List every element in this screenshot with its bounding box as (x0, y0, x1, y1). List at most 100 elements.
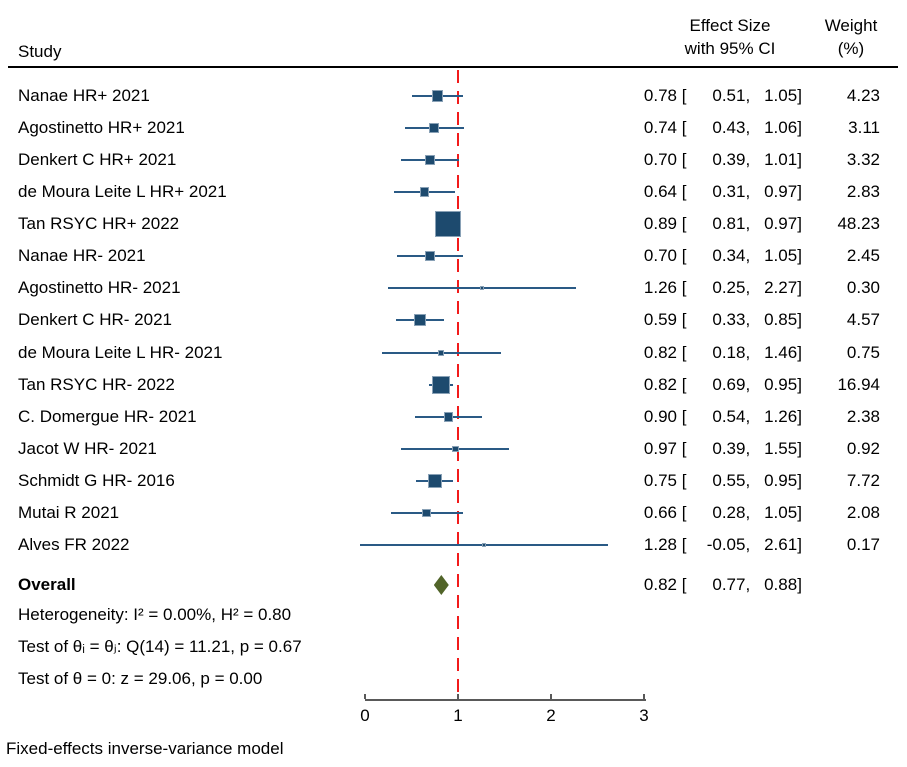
stat-line: Test of θ = 0: z = 29.06, p = 0.00 (18, 669, 263, 688)
ci-high-value: 1.05 (764, 503, 798, 522)
header-divider-line (8, 66, 898, 68)
effect-ci-text: 0.90 [0.54, 1.26] (630, 406, 802, 428)
ci-close-bracket: ] (797, 575, 802, 594)
study-row: Denkert C HR- 2021 0.59 [0.33, 0.85] 4.57 (0, 304, 907, 336)
ci-open-bracket: [ (677, 503, 687, 522)
ci-low-value: 0.77 (712, 575, 746, 594)
ci-low-value: 0.25 (712, 278, 746, 297)
ci-open-bracket: [ (677, 214, 687, 233)
ci-comma: , (745, 182, 751, 201)
x-axis-tick-label: 3 (639, 706, 649, 725)
ci-open-bracket: [ (677, 471, 687, 490)
ci-comma: , (745, 150, 751, 169)
ci-comma: , (745, 310, 751, 329)
weight-value: 3.11 (848, 118, 880, 137)
x-axis-tick (550, 694, 552, 699)
ci-close-bracket: ] (797, 278, 802, 297)
effect-value: 0.90 (643, 407, 677, 426)
effect-size-column-header: Effect Size with 95% CI (650, 14, 810, 60)
ci-high-value: 1.06 (764, 118, 798, 137)
weight-header-line1: Weight (824, 16, 878, 35)
ci-open-bracket: [ (677, 375, 687, 394)
ci-low-value: 0.28 (712, 503, 746, 522)
ci-high-value: 0.95 (764, 471, 798, 490)
weight-value: 4.23 (846, 86, 880, 105)
weight-value: 0.92 (846, 439, 880, 458)
stat-line: Heterogeneity: I² = 0.00%, H² = 0.80 (18, 605, 292, 624)
ci-high-value: 0.95 (764, 375, 798, 394)
ci-close-bracket: ] (797, 535, 802, 554)
effect-value: 0.70 (643, 150, 677, 169)
weight-value: 3.32 (846, 150, 880, 169)
study-label: Alves FR 2022 (18, 535, 130, 554)
ci-comma: , (745, 503, 751, 522)
effect-square-marker (438, 349, 445, 357)
ci-high-value: 0.85 (764, 310, 798, 329)
weight-value: 2.38 (846, 407, 880, 426)
effect-value: 0.97 (643, 439, 677, 458)
effect-value: 0.82 (643, 375, 677, 394)
ci-comma: , (745, 343, 751, 362)
study-row: Nanae HR- 2021 0.70 [0.34, 1.05] 2.45 (0, 240, 907, 272)
x-axis-line (365, 699, 646, 701)
study-row: Mutai R 2021 0.66 [0.28, 1.05] 2.08 (0, 497, 907, 529)
ci-open-bracket: [ (677, 182, 687, 201)
effect-square-marker (482, 543, 486, 547)
study-label: C. Domergue HR- 2021 (18, 407, 197, 426)
effect-square-marker (424, 154, 436, 166)
ci-high-value: 2.27 (764, 278, 798, 297)
ci-open-bracket: [ (677, 150, 687, 169)
ci-close-bracket: ] (797, 310, 802, 329)
effect-square-marker (435, 211, 461, 237)
x-axis-tick-label: 2 (546, 706, 556, 725)
effect-value: 1.26 (643, 278, 677, 297)
effect-ci-text: 0.64 [0.31, 0.97] (630, 181, 802, 203)
ci-low-value: 0.69 (712, 375, 746, 394)
ci-open-bracket: [ (677, 535, 687, 554)
ci-low-value: 0.39 (712, 439, 746, 458)
effect-square-marker (414, 314, 426, 326)
weight-value: 0.30 (846, 278, 880, 297)
effect-square-marker (444, 412, 454, 422)
effect-ci-text: 0.89 [0.81, 0.97] (630, 213, 802, 235)
ci-open-bracket: [ (677, 86, 687, 105)
ci-close-bracket: ] (797, 503, 802, 522)
effect-square-marker (427, 474, 442, 488)
ci-high-value: 1.46 (764, 343, 798, 362)
reference-line-dashed (457, 70, 459, 700)
effect-square-marker (428, 122, 439, 134)
weight-value: 0.75 (846, 343, 880, 362)
study-row: Tan RSYC HR- 2022 0.82 [0.69, 0.95] 16.94 (0, 369, 907, 401)
overall-diamond-marker (433, 575, 449, 595)
ci-high-value: 1.55 (764, 439, 798, 458)
ci-high-value: 1.05 (764, 86, 798, 105)
effect-value: 0.75 (643, 471, 677, 490)
ci-high-value: 0.97 (764, 214, 798, 233)
overall-row: Overall 0.82 [0.77, 0.88] (0, 569, 907, 601)
stat-line: Test of θᵢ = θⱼ: Q(14) = 11.21, p = 0.67 (18, 637, 302, 656)
x-axis-tick-label: 0 (360, 706, 370, 725)
effect-ci-text: 0.70 [0.39, 1.01] (630, 149, 802, 171)
study-column-header: Study (18, 42, 62, 61)
effect-value: 1.28 (643, 535, 677, 554)
study-label: Schmidt G HR- 2016 (18, 471, 175, 490)
x-axis-tick (364, 694, 366, 699)
effect-square-marker (421, 508, 431, 518)
effect-value: 0.78 (643, 86, 677, 105)
weight-value: 2.83 (846, 182, 880, 201)
ci-close-bracket: ] (797, 407, 802, 426)
effect-ci-text: 0.59 [0.33, 0.85] (630, 309, 802, 331)
study-label: Agostinetto HR- 2021 (18, 278, 181, 297)
study-row: de Moura Leite L HR+ 2021 0.64 [0.31, 0.97… (0, 176, 907, 208)
effect-ci-text: 0.75 [0.55, 0.95] (630, 470, 802, 492)
effect-square-marker (479, 285, 485, 291)
effect-size-header-line1: Effect Size (689, 16, 771, 35)
weight-value: 0.17 (846, 535, 880, 554)
effect-value: 0.82 (643, 575, 677, 594)
weight-value: 7.72 (846, 471, 880, 490)
ci-close-bracket: ] (797, 86, 802, 105)
effect-value: 0.59 (643, 310, 677, 329)
study-label: Tan RSYC HR+ 2022 (18, 214, 180, 233)
study-row: Alves FR 2022 1.28 [-0.05, 2.61] 0.17 (0, 529, 907, 561)
ci-close-bracket: ] (797, 182, 802, 201)
